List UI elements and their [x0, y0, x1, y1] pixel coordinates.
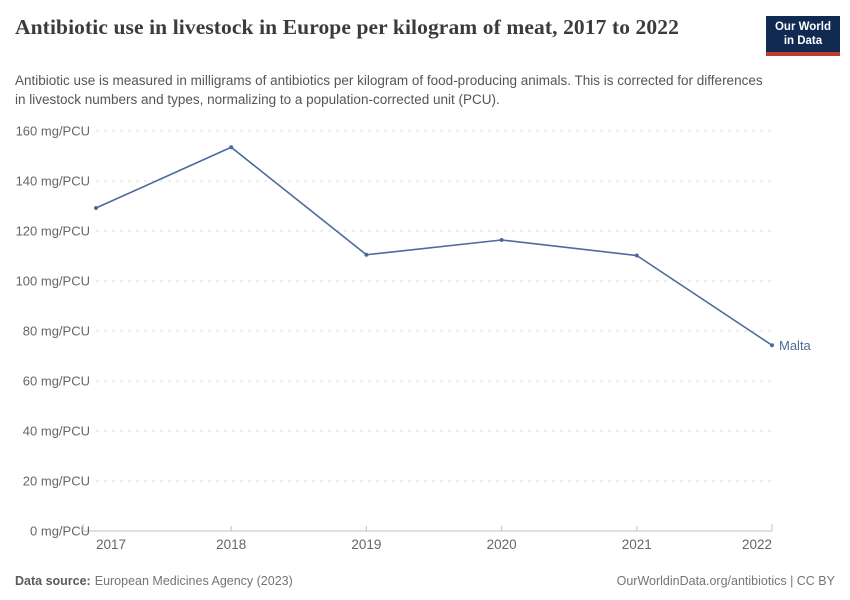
chart-footer: Data source: European Medicines Agency (2…	[15, 574, 835, 588]
x-axis-tick-label: 2022	[742, 537, 772, 552]
y-axis-tick-label: 0 mg/PCU	[30, 524, 90, 539]
y-axis-tick-label: 120 mg/PCU	[16, 224, 90, 239]
y-axis-tick-label: 140 mg/PCU	[16, 174, 90, 189]
logo-text-line2: in Data	[783, 35, 823, 48]
chart-subtitle: Antibiotic use is measured in milligrams…	[15, 73, 763, 107]
y-axis-tick-label: 100 mg/PCU	[16, 274, 90, 289]
data-point	[364, 252, 369, 257]
y-axis-tick-label: 60 mg/PCU	[23, 374, 90, 389]
data-point	[229, 145, 234, 150]
data-point	[499, 238, 504, 242]
y-axis-tick-label: 160 mg/PCU	[16, 124, 90, 139]
y-axis-tick-label: 80 mg/PCU	[23, 324, 90, 339]
data-source: Data source: European Medicines Agency (2…	[15, 574, 293, 588]
logo-text-line1: Our World	[774, 21, 831, 33]
owid-logo[interactable]: Our World in Data	[765, 16, 840, 56]
data-point	[94, 206, 98, 210]
y-axis-tick-label: 40 mg/PCU	[23, 424, 90, 439]
series-end-label[interactable]: Malta	[779, 338, 812, 353]
page-title: Antibiotic use in livestock in Europe pe…	[15, 15, 679, 39]
x-axis-tick-label: 2019	[351, 537, 381, 552]
x-axis-tick-label: 2021	[622, 537, 652, 552]
data-point	[770, 343, 774, 348]
x-axis-tick-label: 2017	[96, 537, 126, 552]
credit-link[interactable]: OurWorldinData.org/antibiotics | CC BY	[616, 574, 835, 588]
data-source-link[interactable]: European Medicines Agency (2023)	[94, 574, 293, 588]
data-point	[634, 253, 639, 258]
series-line-malta[interactable]	[95, 146, 773, 347]
x-axis-tick-label: 2020	[487, 537, 517, 552]
data-source-label: Data source:	[15, 574, 91, 588]
y-axis-tick-label: 20 mg/PCU	[23, 474, 90, 489]
x-axis-tick-label: 2018	[216, 537, 246, 552]
